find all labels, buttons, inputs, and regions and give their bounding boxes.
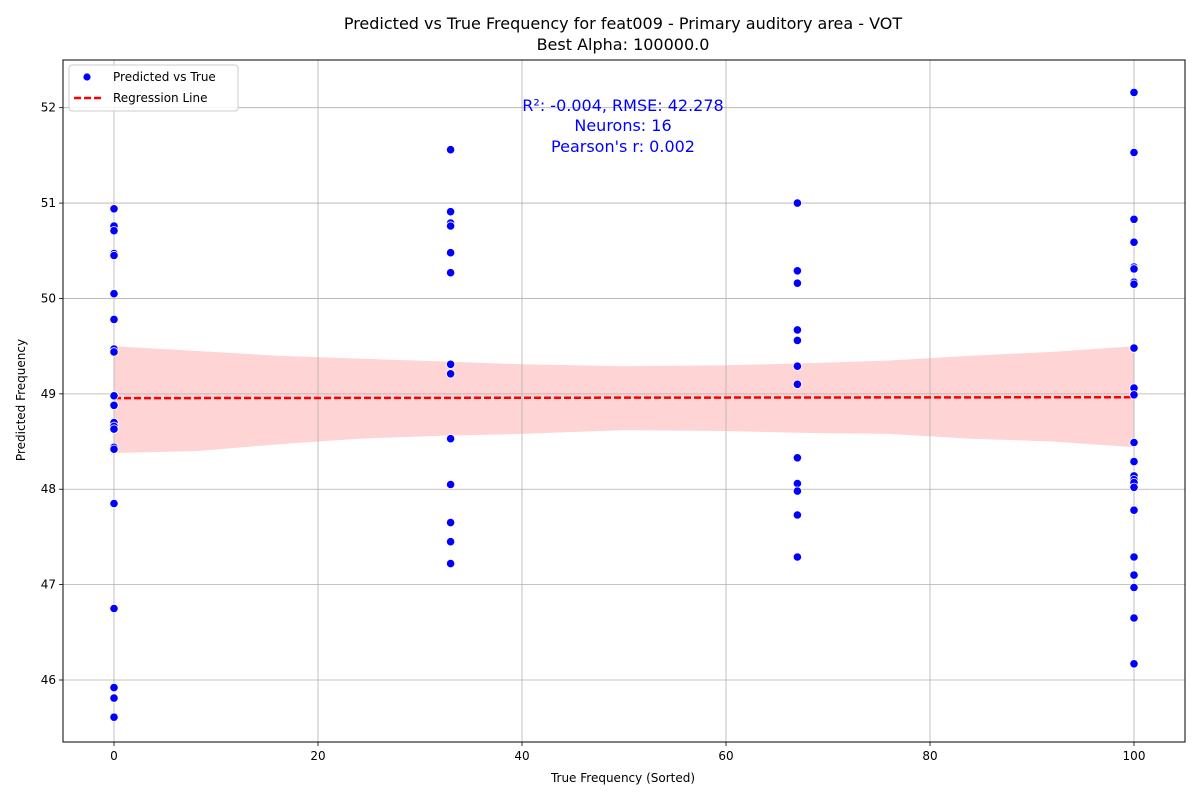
data-point <box>1129 456 1139 467</box>
data-point <box>445 517 456 528</box>
data-point <box>109 347 119 357</box>
stats-annotation: R²: -0.004, RMSE: 42.278 Neurons: 16 Pea… <box>522 96 723 156</box>
confidence-band-layer <box>114 346 1134 453</box>
y-tick-label: 48 <box>41 482 56 496</box>
data-point <box>109 391 119 401</box>
data-point <box>109 424 119 434</box>
y-tick-label: 52 <box>41 101 56 115</box>
axis-ticks-layer: 0 20 40 60 80 100 46 47 48 49 50 51 52 <box>41 101 1146 763</box>
grid-layer <box>63 60 1185 742</box>
data-point <box>445 479 456 490</box>
regression-line <box>113 395 1135 400</box>
regression-line-layer <box>113 395 1135 400</box>
y-tick-label: 47 <box>41 578 56 592</box>
data-point <box>792 552 803 562</box>
data-point <box>1129 390 1139 400</box>
data-point <box>792 478 803 489</box>
data-point <box>109 226 119 236</box>
data-point <box>1129 505 1139 515</box>
data-point <box>445 207 456 217</box>
data-point <box>792 335 803 345</box>
data-point <box>792 510 803 520</box>
legend-scatter-marker <box>82 72 92 82</box>
data-point <box>1129 552 1139 562</box>
legend-box <box>68 64 239 112</box>
data-point <box>1129 659 1139 669</box>
annotation-line-r2-rmse: R²: -0.004, RMSE: 42.278 <box>522 96 723 115</box>
data-point <box>445 221 456 231</box>
x-tick-label: 60 <box>718 749 733 763</box>
data-point <box>445 369 456 379</box>
data-point <box>1129 482 1139 492</box>
x-tick-label: 0 <box>110 749 118 763</box>
data-point <box>792 379 803 389</box>
data-point <box>1129 237 1139 247</box>
data-point <box>109 603 119 614</box>
data-point <box>1129 214 1139 224</box>
data-point <box>1129 582 1139 593</box>
data-point <box>1129 147 1139 158</box>
data-point <box>109 204 119 214</box>
x-tick-label: 20 <box>310 749 325 763</box>
confidence-band <box>114 346 1134 453</box>
data-point <box>1129 279 1139 289</box>
data-point <box>445 359 456 369</box>
data-point <box>792 198 803 208</box>
data-point <box>109 498 119 509</box>
data-point <box>1129 264 1139 274</box>
data-point <box>109 682 119 693</box>
data-points-layer <box>109 87 1139 722</box>
data-point <box>445 145 456 155</box>
data-point <box>445 268 456 278</box>
data-point <box>792 453 803 463</box>
data-point <box>109 444 119 454</box>
data-point <box>1129 87 1139 98</box>
data-point <box>109 250 119 261</box>
y-tick-label: 49 <box>41 387 56 401</box>
chart-title: Predicted vs True Frequency for feat009 … <box>344 14 903 33</box>
data-point <box>109 289 119 299</box>
data-point <box>792 486 803 496</box>
data-point <box>109 314 119 324</box>
data-point <box>109 712 119 722</box>
x-axis-label: True Frequency (Sorted) <box>550 771 695 785</box>
data-point <box>109 400 119 410</box>
legend-label-line: Regression Line <box>113 91 207 105</box>
legend-label-scatter: Predicted vs True <box>113 70 216 84</box>
data-point <box>109 693 119 703</box>
legend: Predicted vs True Regression Line <box>68 64 239 112</box>
data-point <box>1129 343 1139 353</box>
y-tick-label: 51 <box>41 196 56 210</box>
annotation-line-pearson: Pearson's r: 0.002 <box>551 137 695 156</box>
data-point <box>792 278 803 288</box>
y-tick-label: 50 <box>41 291 56 305</box>
data-point <box>792 325 803 335</box>
chart-subtitle: Best Alpha: 100000.0 <box>537 35 710 54</box>
data-point <box>445 558 456 569</box>
data-point <box>1129 570 1139 580</box>
data-point <box>792 361 803 371</box>
data-point <box>1129 437 1139 448</box>
x-tick-label: 80 <box>922 749 937 763</box>
data-point <box>445 537 456 547</box>
y-tick-label: 46 <box>41 673 56 687</box>
x-tick-label: 100 <box>1123 749 1146 763</box>
annotation-line-neurons: Neurons: 16 <box>574 116 671 135</box>
data-point <box>792 266 803 276</box>
data-point <box>445 434 456 444</box>
x-tick-label: 40 <box>514 749 529 763</box>
data-point <box>445 248 456 258</box>
data-point <box>1129 613 1139 623</box>
y-axis-label: Predicted Frequency <box>14 339 28 461</box>
plot-area-frame <box>62 59 1186 743</box>
